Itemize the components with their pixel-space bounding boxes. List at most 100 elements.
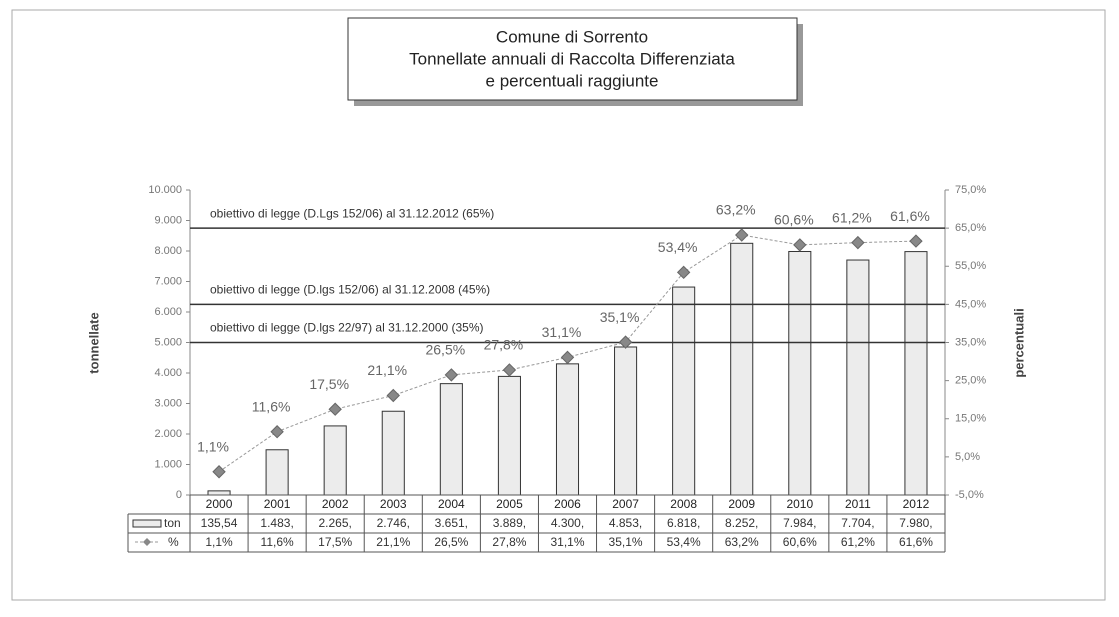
percent-marker — [851, 235, 865, 250]
table-percent-cell: 17,5% — [318, 535, 352, 549]
y2-tick-label: 65,0% — [955, 222, 986, 234]
table-percent-cell: 53,4% — [667, 535, 701, 549]
table-ton-cell: 3.651, — [435, 516, 468, 530]
table-percent-cell: 61,2% — [841, 535, 875, 549]
percent-label: 27,8% — [484, 337, 524, 353]
table-percent-cell: 60,6% — [783, 535, 817, 549]
table-percent-cell: 27,8% — [492, 535, 526, 549]
table-ton-cell: 4.300, — [551, 516, 584, 530]
y-tick-label: 6.000 — [154, 306, 182, 318]
reference-label: obiettivo di legge (D.lgs 152/06) al 31.… — [210, 283, 490, 297]
percent-marker — [444, 368, 459, 382]
y-axis-label: tonnellate — [86, 312, 101, 373]
percent-label: 63,2% — [716, 202, 756, 218]
y-tick-label: 9.000 — [154, 214, 182, 226]
y-tick-label: 3.000 — [154, 397, 182, 409]
percent-marker — [212, 465, 226, 479]
x-tick-label: 2001 — [264, 497, 291, 511]
x-tick-label: 2007 — [612, 497, 639, 511]
y-tick-label: 10.000 — [148, 184, 182, 196]
legend-marker-key — [143, 538, 151, 546]
bar — [265, 449, 289, 496]
y2-tick-label: 15,0% — [955, 413, 986, 425]
y-tick-label: 4.000 — [154, 367, 182, 379]
table-percent-cell: 63,2% — [725, 535, 759, 549]
percent-marker — [270, 425, 284, 439]
y2-axis-label: percentuali — [1011, 308, 1026, 377]
bar — [788, 250, 812, 496]
x-tick-label: 2011 — [845, 497, 871, 511]
table-ton-cell: 3.889, — [493, 516, 526, 530]
percent-marker — [735, 228, 749, 242]
table-percent-cell: 11,6% — [261, 535, 294, 549]
legend-bar-key — [132, 519, 162, 528]
table-ton-cell: 1.483, — [260, 516, 293, 530]
chart-frame — [11, 9, 1106, 601]
x-tick-label: 2012 — [903, 497, 930, 511]
legend-label: % — [168, 535, 179, 549]
x-tick-label: 2006 — [554, 497, 581, 511]
percent-marker — [560, 350, 575, 365]
percent-marker — [618, 335, 633, 349]
bar — [555, 363, 580, 496]
reference-label: obiettivo di legge (D.lgs 22/97) al 31.1… — [210, 321, 484, 335]
table-percent-cell: 1,1% — [205, 535, 233, 549]
chart-title: Tonnellate annuali di Raccolta Differenz… — [409, 49, 735, 68]
y2-tick-label: 25,0% — [955, 375, 986, 387]
bar — [497, 375, 521, 496]
table-percent-cell: 61,6% — [899, 535, 933, 549]
table-percent-cell: 21,1% — [376, 535, 410, 549]
bar — [207, 490, 231, 496]
legend-label: ton — [164, 516, 181, 530]
x-tick-label: 2009 — [728, 497, 755, 511]
bar — [439, 383, 463, 496]
percent-label: 61,2% — [832, 209, 872, 225]
percent-label: 11,6% — [252, 398, 291, 414]
table-ton-cell: 7.704, — [841, 516, 874, 530]
x-tick-label: 2010 — [786, 497, 813, 511]
x-tick-label: 2000 — [206, 497, 233, 511]
table-ton-cell: 135,54 — [201, 516, 238, 530]
bar — [904, 251, 928, 496]
y-tick-label: 2.000 — [154, 428, 182, 440]
percent-marker — [676, 265, 691, 280]
percent-marker — [502, 363, 517, 377]
chart-title: e percentuali raggiunte — [486, 71, 659, 90]
table-ton-cell: 8.252, — [725, 516, 758, 530]
table-ton-cell: 7.980, — [899, 516, 932, 530]
table-ton-cell: 2.265, — [319, 516, 352, 530]
y-tick-label: 5.000 — [154, 336, 182, 348]
bar — [846, 259, 870, 496]
bar — [672, 286, 696, 496]
x-tick-label: 2003 — [380, 497, 407, 511]
y2-tick-label: 45,0% — [955, 298, 986, 310]
y2-tick-label: 35,0% — [955, 336, 986, 348]
chart-title: Comune di Sorrento — [496, 27, 648, 46]
percent-marker — [328, 402, 342, 416]
reference-label: obiettivo di legge (D.Lgs 152/06) al 31.… — [210, 206, 494, 220]
x-tick-label: 2005 — [496, 497, 523, 511]
table-ton-cell: 7.984, — [783, 516, 816, 530]
y-tick-label: 7.000 — [154, 275, 182, 287]
y2-tick-label: 5,0% — [955, 451, 980, 463]
table-ton-cell: 6.818, — [667, 516, 700, 530]
percent-label: 26,5% — [425, 342, 465, 358]
table-percent-cell: 31,1% — [550, 535, 584, 549]
percent-marker — [793, 238, 807, 252]
table-percent-cell: 26,5% — [434, 535, 468, 549]
x-tick-label: 2008 — [670, 497, 697, 511]
bar — [614, 346, 638, 496]
title-box — [347, 17, 798, 101]
x-tick-label: 2004 — [438, 497, 465, 511]
percent-label: 31,1% — [542, 324, 582, 340]
percent-label: 61,6% — [890, 208, 930, 224]
y2-tick-label: 75,0% — [955, 184, 986, 196]
percent-label: 17,5% — [309, 376, 349, 392]
percent-label: 53,4% — [658, 239, 698, 255]
percent-label: 21,1% — [367, 362, 407, 378]
y2-tick-label: 55,0% — [955, 260, 986, 272]
percent-marker — [386, 388, 400, 403]
table-ton-cell: 4.853, — [609, 516, 642, 530]
bar — [381, 410, 405, 496]
